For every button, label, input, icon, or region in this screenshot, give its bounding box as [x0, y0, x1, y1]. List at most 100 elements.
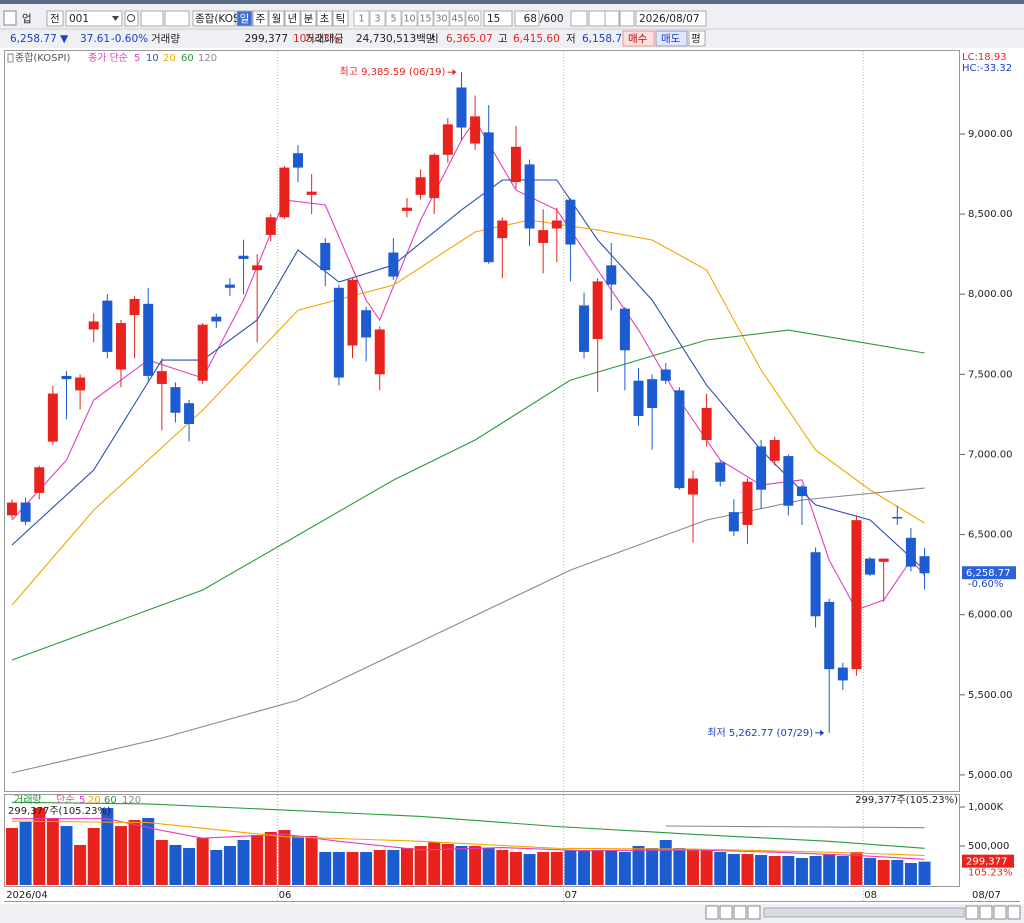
- scope-box[interactable]: [46, 10, 64, 27]
- interval[interactable]: 15: [419, 14, 431, 25]
- date[interactable]: 2026/08/07: [639, 13, 700, 25]
- period[interactable]: 년: [288, 13, 298, 25]
- candle-body: [374, 329, 385, 375]
- open: 6,365.07: [446, 33, 493, 45]
- candle-body: [783, 456, 794, 506]
- sell[interactable]: 매도: [661, 33, 681, 45]
- volume-bar: [33, 808, 46, 885]
- scroll-track[interactable]: [763, 907, 965, 918]
- scroll-button[interactable]: [705, 905, 719, 920]
- interval[interactable]: 60: [467, 14, 479, 25]
- dropdown-arrow[interactable]: [112, 16, 119, 21]
- interval-button[interactable]: [401, 10, 418, 27]
- period-button[interactable]: [268, 10, 285, 27]
- avg[interactable]: 평: [691, 33, 701, 45]
- interval-button[interactable]: [353, 10, 370, 27]
- candle-body: [756, 446, 767, 490]
- y-tick-label: 6,000.00: [968, 610, 1013, 621]
- candle-body: [306, 191, 317, 195]
- zoom-button[interactable]: [1007, 905, 1021, 920]
- volume-bar: [387, 849, 400, 885]
- sound-button[interactable]: [140, 10, 164, 27]
- hc: HC:-33.32: [962, 63, 1012, 74]
- candle-body: [742, 481, 753, 525]
- avg-button[interactable]: [688, 30, 706, 47]
- menu-icon[interactable]: [3, 10, 17, 26]
- candle-body: [224, 284, 235, 288]
- volume-bar: [373, 849, 386, 885]
- scroll-button[interactable]: [733, 905, 747, 920]
- annotation-arrowhead: [452, 69, 457, 76]
- period-button[interactable]: [284, 10, 301, 27]
- candle-body: [633, 380, 644, 416]
- y-tick-label: 9,000.00: [968, 129, 1013, 140]
- candle-body: [333, 287, 344, 378]
- moving-average: [11, 329, 925, 661]
- period[interactable]: 월: [272, 13, 282, 25]
- interval-button[interactable]: [369, 10, 386, 27]
- name-box: [192, 10, 236, 27]
- interval-box[interactable]: [483, 10, 513, 27]
- interval-button[interactable]: [449, 10, 466, 27]
- scope[interactable]: 전: [50, 13, 60, 25]
- tool-button[interactable]: [570, 10, 588, 27]
- volume-bar: [850, 852, 863, 885]
- scroll-button[interactable]: [719, 905, 733, 920]
- volume-bar: [482, 848, 495, 885]
- candle-body: [265, 217, 276, 235]
- interval[interactable]: 5: [390, 14, 396, 25]
- tool-button[interactable]: [588, 10, 606, 27]
- period-button[interactable]: [332, 10, 349, 27]
- buy-button[interactable]: [622, 30, 655, 47]
- market[interactable]: 업: [22, 12, 32, 25]
- period-button[interactable]: [252, 10, 269, 27]
- volume-bar: [605, 849, 618, 885]
- period-button[interactable]: [316, 10, 333, 27]
- interval-button[interactable]: [417, 10, 434, 27]
- candle-body: [279, 167, 290, 218]
- buy[interactable]: 매수: [628, 33, 648, 45]
- interval-button[interactable]: [385, 10, 402, 27]
- volume-bar: [864, 858, 877, 885]
- zoom-button[interactable]: [979, 905, 993, 920]
- volume-bar: [237, 840, 250, 885]
- interval[interactable]: 3: [374, 14, 380, 25]
- period[interactable]: 일: [240, 12, 250, 25]
- interval-button[interactable]: [433, 10, 450, 27]
- date-box[interactable]: [635, 10, 707, 27]
- zoom-button[interactable]: [993, 905, 1007, 920]
- code-box[interactable]: [65, 10, 123, 27]
- date-label: 06: [279, 890, 292, 901]
- count-box[interactable]: [514, 10, 540, 27]
- interval-button[interactable]: [465, 10, 482, 27]
- sell-button[interactable]: [655, 30, 688, 47]
- interval[interactable]: 30: [435, 14, 447, 25]
- volume-bar: [550, 852, 563, 885]
- period[interactable]: 분: [304, 13, 314, 25]
- save-button[interactable]: [604, 10, 620, 27]
- volume-legend-title: 거래량: [14, 794, 42, 806]
- settings-button[interactable]: [619, 10, 635, 27]
- interval[interactable]: 1: [358, 14, 364, 25]
- zoom-button[interactable]: [965, 905, 979, 920]
- period[interactable]: 주: [256, 13, 266, 25]
- period-button[interactable]: [236, 10, 253, 27]
- interval[interactable]: 10: [403, 14, 415, 25]
- search-button[interactable]: [124, 10, 139, 27]
- period-button[interactable]: [300, 10, 317, 27]
- interval[interactable]: 45: [451, 14, 463, 25]
- interval-value[interactable]: 15: [487, 13, 500, 25]
- scroll-button[interactable]: [747, 905, 761, 920]
- candle-body: [88, 321, 99, 330]
- period[interactable]: 틱: [336, 13, 346, 25]
- volume-bar: [618, 852, 631, 885]
- candle-body: [483, 132, 494, 263]
- volume-bar: [795, 858, 808, 885]
- code[interactable]: 001: [69, 13, 89, 25]
- low-label: 저: [566, 33, 576, 45]
- count[interactable]: 68: [524, 13, 537, 25]
- nav-button[interactable]: [164, 10, 190, 27]
- period[interactable]: 초: [320, 13, 330, 25]
- candle-body: [102, 300, 113, 352]
